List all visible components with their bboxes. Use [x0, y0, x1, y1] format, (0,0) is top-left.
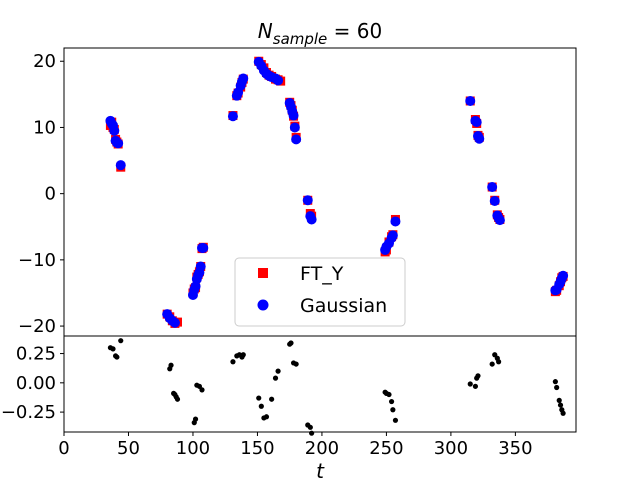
- bottom-y-tick-label: −0.25: [1, 402, 56, 423]
- residual-point: [467, 381, 473, 387]
- gaussian-point: [288, 110, 299, 121]
- gaussian-point: [489, 195, 500, 206]
- gaussian-point: [238, 73, 249, 84]
- residual-point: [557, 402, 564, 408]
- x-tick-label: 250: [369, 438, 403, 459]
- x-tick-label: 0: [58, 438, 69, 459]
- legend-label-gaussian: Gaussian: [300, 295, 387, 317]
- x-tick-label: 50: [117, 438, 140, 459]
- top-y-tick-label: −10: [18, 250, 56, 271]
- gaussian-point: [302, 195, 313, 206]
- residual-point: [199, 387, 205, 393]
- x-tick-label: 150: [240, 438, 274, 459]
- x-tick-label: 350: [498, 438, 532, 459]
- legend-box: [234, 257, 406, 327]
- residual-point: [240, 352, 246, 358]
- residual-point: [263, 414, 270, 420]
- top-y-tick-label: 10: [33, 117, 56, 138]
- residual-point: [556, 397, 562, 403]
- legend-marker-circle: [257, 299, 269, 311]
- residual-point: [496, 359, 502, 365]
- gaussian-point: [471, 117, 482, 128]
- top-y-tick-label: 20: [33, 51, 56, 72]
- residual-point: [258, 403, 264, 409]
- residual-point: [489, 361, 495, 367]
- gaussian-point: [109, 125, 120, 136]
- gaussian-point: [306, 214, 317, 225]
- gaussian-point: [291, 134, 302, 145]
- residual-point: [552, 379, 558, 385]
- x-tick-label: 200: [305, 438, 339, 459]
- gaussian-point: [390, 216, 401, 227]
- legend-marker-square: [258, 268, 268, 278]
- legend-label-ft-y: FT_Y: [300, 263, 344, 285]
- residual-point: [114, 354, 120, 360]
- gaussian-point: [169, 317, 180, 328]
- top-y-tick-label: 0: [45, 184, 56, 205]
- residual-point: [192, 416, 199, 422]
- residual-point: [475, 373, 481, 379]
- bottom-plot-area: −0.25 0.00 0.25 0 50 100 150 200 250 300 350: [1, 335, 577, 459]
- bottom-axes-frame: [63, 335, 577, 433]
- residual-point: [472, 383, 479, 389]
- residual-point: [275, 368, 281, 374]
- residual-point: [118, 338, 124, 344]
- gaussian-point: [494, 215, 505, 226]
- gaussian-point: [474, 133, 485, 144]
- residual-point: [560, 410, 566, 416]
- top-y-tick-label: −20: [18, 316, 56, 337]
- top-plot-area: −20 −10 0 10 20: [18, 47, 577, 337]
- gaussian-point: [113, 138, 124, 149]
- residual-point: [269, 396, 275, 402]
- residual-point: [388, 398, 395, 405]
- gaussian-point: [387, 230, 398, 241]
- residual-point: [256, 395, 262, 401]
- gaussian-point: [289, 122, 300, 133]
- gaussian-point: [115, 160, 126, 171]
- chart-title: Nsample = 60: [258, 19, 382, 48]
- residual-point: [390, 407, 396, 413]
- residual-point: [554, 384, 560, 391]
- residual-point: [110, 346, 116, 352]
- gaussian-point: [558, 270, 569, 281]
- residual-point: [386, 391, 392, 398]
- bottom-y-tick-label: 0.00: [16, 373, 56, 394]
- residual-point: [309, 430, 315, 436]
- gaussian-point: [273, 75, 284, 86]
- residual-point: [293, 361, 299, 367]
- gaussian-point: [465, 95, 476, 106]
- residual-point: [230, 359, 236, 365]
- residual-point: [272, 375, 279, 381]
- gaussian-point: [198, 242, 209, 253]
- residual-point: [392, 417, 399, 423]
- x-tick-label: 300: [434, 438, 468, 459]
- gaussian-point: [195, 261, 206, 272]
- x-axis-label: t: [316, 459, 325, 480]
- residual-point: [288, 340, 294, 346]
- legend: FT_Y Gaussian: [234, 257, 406, 327]
- residual-point: [307, 424, 313, 430]
- gaussian-point: [487, 182, 498, 193]
- residual-point: [168, 362, 174, 368]
- residual-point: [174, 396, 181, 402]
- gaussian-point: [227, 111, 238, 122]
- bottom-y-tick-label: 0.25: [16, 344, 56, 365]
- x-tick-label: 100: [176, 438, 210, 459]
